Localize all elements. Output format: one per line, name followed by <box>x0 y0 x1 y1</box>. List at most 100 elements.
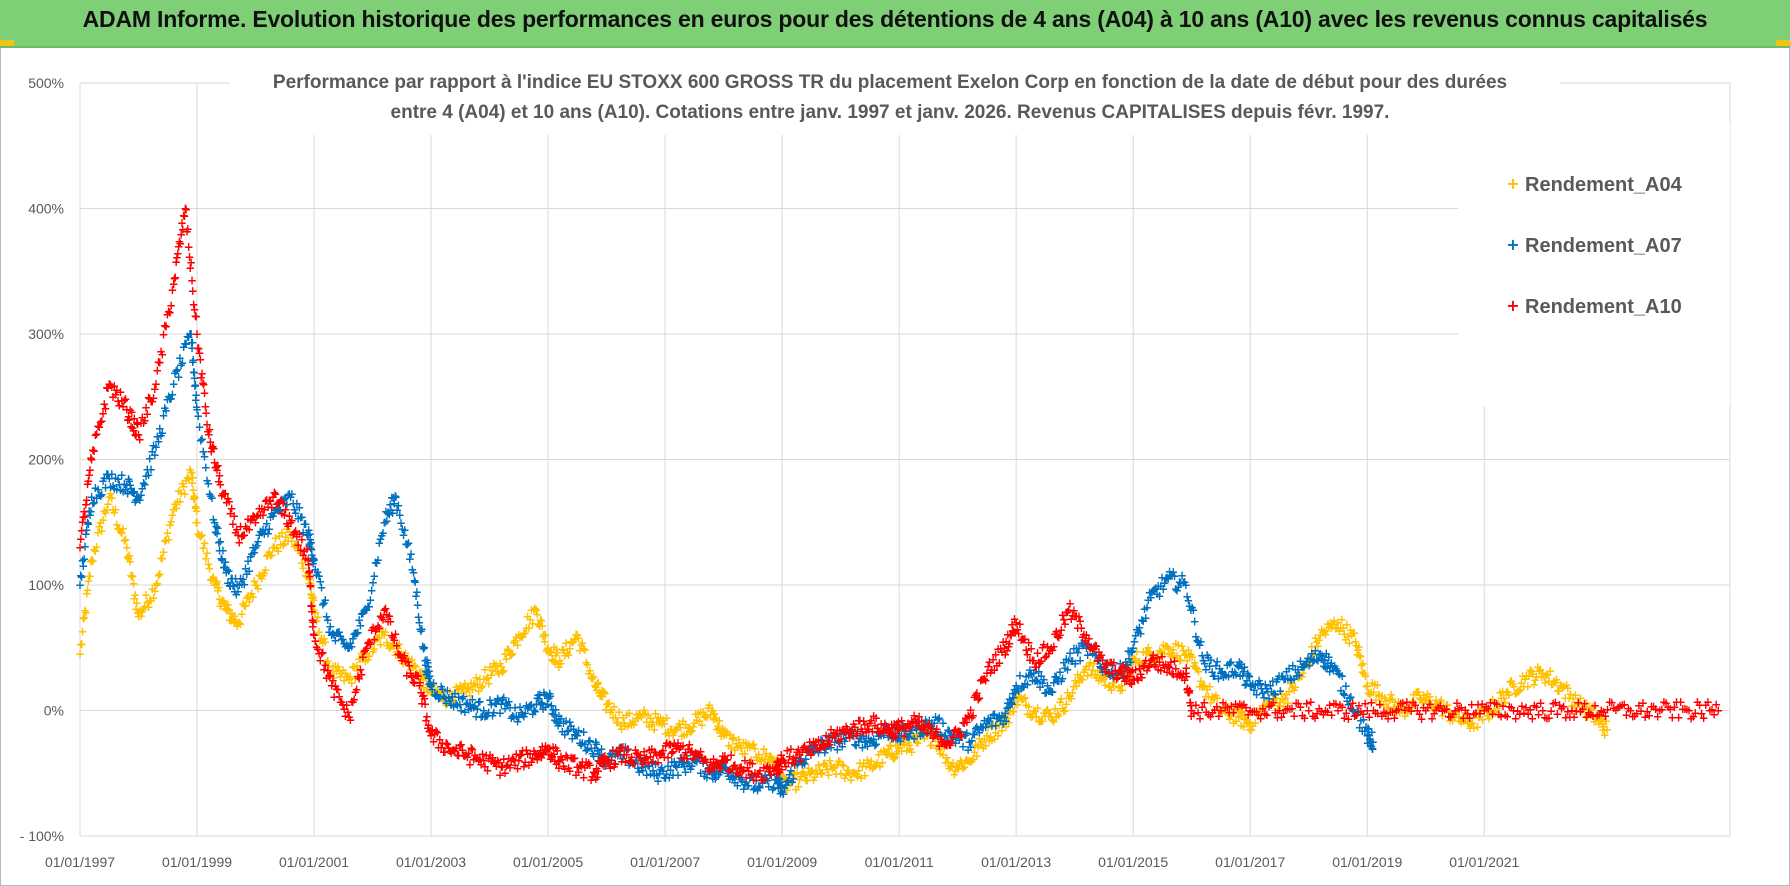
data-point-fill: + <box>440 694 450 708</box>
data-point-fill: + <box>349 661 359 675</box>
data-point-fill: + <box>146 593 156 607</box>
data-point-fill: + <box>350 672 360 686</box>
data-point-fill: + <box>82 587 92 601</box>
data-point-fill: + <box>259 566 269 580</box>
data-point-fill: + <box>150 584 160 598</box>
data-point-fill: + <box>94 519 104 533</box>
data-point-fill: + <box>220 596 230 610</box>
data-point-fill: + <box>191 501 201 515</box>
y-tick-label: 400% <box>28 201 64 217</box>
data-point-fill: + <box>432 684 442 698</box>
points-layer: ++++++++++++++++++++++++++++++++++++++++… <box>75 202 1723 801</box>
data-point-fill: + <box>95 515 105 529</box>
y-tick-label: 200% <box>28 452 64 468</box>
data-point-fill: + <box>288 528 298 542</box>
data-point-fill: + <box>436 685 446 699</box>
x-tick-label: 01/01/2017 <box>1215 854 1285 870</box>
data-point-fill: + <box>258 568 268 582</box>
data-point: + <box>303 565 313 579</box>
legend-marker-Rendement_A04: + <box>1506 174 1519 193</box>
data-point: + <box>251 578 261 592</box>
data-point-fill: + <box>333 659 343 673</box>
data-point-fill: + <box>254 568 264 582</box>
data-point-fill: + <box>138 602 148 616</box>
data-point-fill: + <box>392 645 402 659</box>
data-point-fill: + <box>232 619 242 633</box>
data-point-fill: + <box>175 494 185 508</box>
data-point-fill: + <box>475 672 485 686</box>
data-point-fill: + <box>307 591 317 605</box>
data-point-fill: + <box>136 609 146 623</box>
data-point-fill: + <box>304 571 314 585</box>
data-point-fill: + <box>378 624 388 638</box>
data-point-fill: + <box>176 486 186 500</box>
data-point-fill: + <box>413 671 423 685</box>
data-point-fill: + <box>244 595 254 609</box>
data-point: + <box>221 603 231 617</box>
data-point-fill: + <box>191 515 201 529</box>
data-point-fill: + <box>409 658 419 672</box>
data-point-fill: + <box>240 599 250 613</box>
data-point-fill: + <box>320 593 330 607</box>
data-point-fill: + <box>170 271 180 285</box>
data-point-fill: + <box>146 462 156 476</box>
data-point-fill: + <box>347 676 357 690</box>
data-point-fill: + <box>103 497 113 511</box>
data-point-fill: + <box>188 471 198 485</box>
data-point: + <box>479 672 489 686</box>
data-point: + <box>75 647 85 661</box>
data-point-fill: + <box>191 309 201 323</box>
data-point-fill: + <box>252 578 262 592</box>
data-point-fill: + <box>164 533 174 547</box>
legend-label-Rendement_A10: Rendement_A10 <box>1525 296 1682 318</box>
data-point-fill: + <box>132 596 142 610</box>
y-tick-label: - 100% <box>20 828 64 844</box>
data-point-fill: + <box>242 591 252 605</box>
legend: + Rendement_A04 + Rendement_A07 + Rendement_A… <box>1506 174 1682 318</box>
legend-box <box>1458 124 1730 406</box>
data-point-fill: + <box>215 592 225 606</box>
data-point-fill: + <box>301 568 311 582</box>
data-point-fill: + <box>332 664 342 678</box>
data-point-fill: + <box>406 547 416 561</box>
data-point-fill: + <box>364 649 374 663</box>
data-point-fill: + <box>788 772 798 786</box>
data-point-fill: + <box>334 664 344 678</box>
data-point-fill: + <box>398 656 408 670</box>
data-point-fill: + <box>335 670 345 684</box>
data-point-fill: + <box>179 479 189 493</box>
data-point-fill: + <box>391 648 401 662</box>
data-point-fill: + <box>359 644 369 658</box>
data-point-fill: + <box>427 686 437 700</box>
data-point: + <box>192 327 202 341</box>
data-point-fill: + <box>226 614 236 628</box>
series-Rendement_A04: ++++++++++++++++++++++++++++++++++++++++… <box>75 462 1612 796</box>
data-point-fill: + <box>434 687 444 701</box>
data-point-fill: + <box>125 554 135 568</box>
data-point-fill: + <box>357 646 367 660</box>
data-point: + <box>344 672 354 686</box>
data-point-fill: + <box>186 256 196 270</box>
data-point-fill: + <box>416 668 426 682</box>
data-point-fill: + <box>188 284 198 298</box>
data-point-fill: + <box>135 604 145 618</box>
data-point-fill: + <box>340 666 350 680</box>
data-point-fill: + <box>189 492 199 506</box>
data-point-fill: + <box>113 521 123 535</box>
data-point: + <box>461 685 471 699</box>
data-point-fill: + <box>201 551 211 565</box>
data-point-fill: + <box>1136 626 1146 640</box>
data-point-fill: + <box>166 514 176 528</box>
data-point-fill: + <box>215 599 225 613</box>
data-point-fill: + <box>197 528 207 542</box>
data-point-fill: + <box>385 639 395 653</box>
data-point-fill: + <box>112 517 122 531</box>
data-point-fill: + <box>435 688 445 702</box>
data-point-fill: + <box>339 674 349 688</box>
data-point-fill: + <box>450 696 460 710</box>
data-point-fill: + <box>202 546 212 560</box>
data-point-fill: + <box>421 671 431 685</box>
data-point-fill: + <box>345 713 355 727</box>
data-point-fill: + <box>237 607 247 621</box>
data-point-fill: + <box>370 631 380 645</box>
